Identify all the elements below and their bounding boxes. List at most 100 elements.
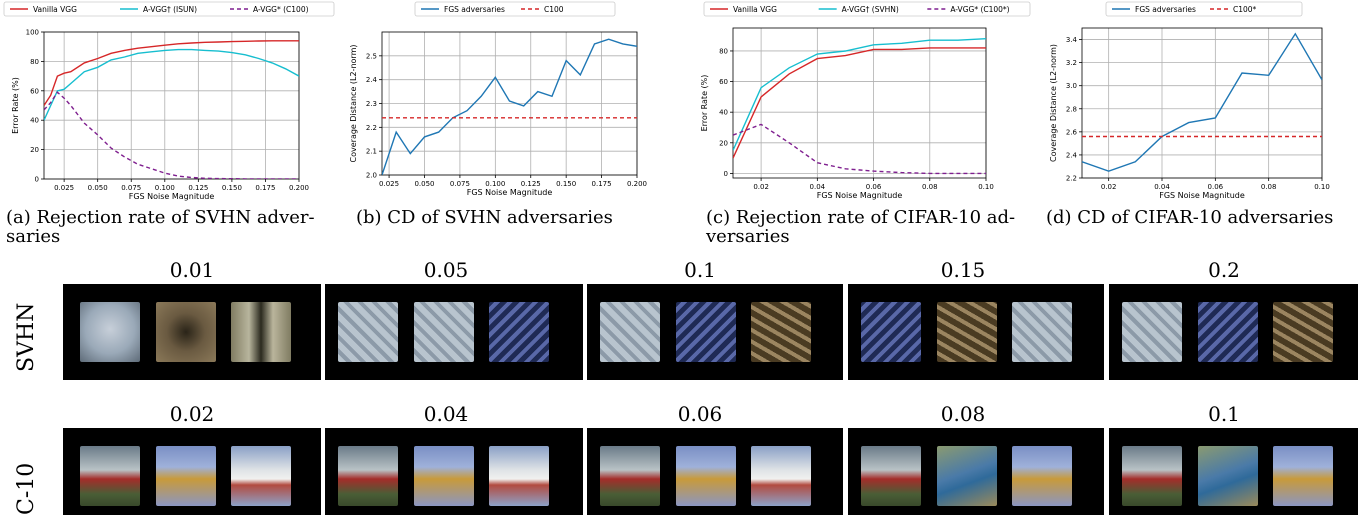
y-tick-label: 40 <box>719 109 728 117</box>
x-tick-label: 0.200 <box>627 180 647 188</box>
legend-label: A-VGG† (SVHN) <box>842 5 899 14</box>
caption-a: (a) Rejection rate of SVHN adver- saries <box>6 208 315 246</box>
x-tick-label: 0.175 <box>592 180 612 188</box>
series-line <box>733 47 986 159</box>
image-panel-svhn <box>325 284 583 380</box>
y-tick-label: 100 <box>26 29 39 37</box>
x-tick-label: 0.025 <box>379 180 399 188</box>
x-tick-label: 0.075 <box>121 184 141 192</box>
sample-image <box>751 446 811 506</box>
series-line <box>1082 32 1322 172</box>
sample-image <box>676 446 736 506</box>
y-tick-label: 80 <box>30 58 39 66</box>
series-line <box>44 48 299 121</box>
y-tick-label: 60 <box>719 78 728 86</box>
y-tick-label: 3.0 <box>1066 82 1077 90</box>
x-axis-label: FGS Noise Magnitude <box>129 192 215 201</box>
chart-c: 0.02 0.04 0.06 0.08 0.10 0 20 40 60 80 FGS Noise M… <box>700 0 1031 200</box>
y-tick-label: 60 <box>30 87 39 95</box>
x-tick-label: 0.08 <box>1261 183 1277 191</box>
x-tick-label: 0.02 <box>1101 183 1117 191</box>
x-tick-label: 0.175 <box>255 184 275 192</box>
y-axis-label: Coverage Distance (L2-norm) <box>1049 44 1058 162</box>
x-tick-label: 0.150 <box>222 184 242 192</box>
noise-label-svhn: 0.2 <box>1208 258 1240 282</box>
legend-label: C100* <box>1233 5 1257 14</box>
x-tick-label: 0.025 <box>54 184 74 192</box>
noise-label-cifar: 0.04 <box>423 402 469 426</box>
y-tick-label: 2.4 <box>1066 151 1078 159</box>
x-tick-label: 0.100 <box>155 184 175 192</box>
sample-image <box>338 446 398 506</box>
sample-image <box>1122 446 1182 506</box>
sample-image <box>751 302 811 362</box>
legend-label: FGS adversaries <box>444 5 505 14</box>
image-panel-svhn <box>848 284 1104 380</box>
legend-box <box>414 1 616 17</box>
sample-image <box>937 302 997 362</box>
x-tick-label: 0.06 <box>1208 183 1224 191</box>
y-tick-label: 3.2 <box>1066 59 1077 67</box>
sample-image <box>231 446 291 506</box>
series-line <box>44 91 299 179</box>
series-line <box>733 38 986 151</box>
sample-image <box>1198 446 1258 506</box>
x-tick-label: 0.125 <box>521 180 541 188</box>
y-tick-label: 2.0 <box>366 172 377 180</box>
caption-b: (b) CD of SVHN adversaries <box>356 208 613 227</box>
row-label-svhn: SVHN <box>14 302 39 372</box>
legend-label: Vanilla VGG <box>733 5 777 14</box>
sample-image <box>80 302 140 362</box>
legend-label: A-VGG† (ISUN) <box>143 5 197 14</box>
noise-label-svhn: 0.01 <box>169 258 215 282</box>
caption-line: (b) CD of SVHN adversaries <box>356 207 613 228</box>
sample-image <box>414 446 474 506</box>
sample-image <box>156 302 216 362</box>
sample-image <box>489 302 549 362</box>
y-tick-label: 2.6 <box>1066 128 1078 136</box>
sample-image <box>1273 446 1333 506</box>
y-tick-label: 2.5 <box>366 52 377 60</box>
caption-c: (c) Rejection rate of CIFAR-10 ad- versa… <box>706 208 1015 246</box>
y-tick-label: 20 <box>719 139 728 147</box>
plot-frame <box>732 27 987 179</box>
y-tick-label: 20 <box>30 146 39 154</box>
x-tick-label: 0.10 <box>1314 183 1330 191</box>
y-tick-label: 0 <box>35 176 39 184</box>
sample-image <box>600 446 660 506</box>
y-tick-label: 2.8 <box>1066 105 1077 113</box>
y-tick-label: 40 <box>30 117 39 125</box>
y-tick-label: 2.4 <box>366 76 378 84</box>
x-axis-label: FGS Noise Magnitude <box>817 191 903 200</box>
sample-image <box>600 302 660 362</box>
chart-a: 0.025 0.050 0.075 0.100 0.125 0.150 0.175 0.200… <box>0 0 335 201</box>
series-line <box>44 40 299 106</box>
x-tick-label: 0.050 <box>414 180 434 188</box>
caption-line: saries <box>6 226 61 247</box>
legend-label: Vanilla VGG <box>33 5 77 14</box>
legend-label: A-VGG* (C100) <box>253 5 309 14</box>
legend-label: FGS adversaries <box>1135 5 1196 14</box>
y-tick-label: 3.4 <box>1066 36 1078 44</box>
caption-line: versaries <box>706 226 790 247</box>
image-panel-cifar <box>63 428 321 515</box>
sample-image <box>861 302 921 362</box>
y-tick-label: 2.2 <box>366 124 377 132</box>
image-panel-cifar <box>587 428 843 515</box>
caption-line: (d) CD of CIFAR-10 adversaries <box>1046 207 1334 228</box>
image-panel-svhn <box>1109 284 1358 380</box>
x-tick-label: 0.04 <box>1154 183 1170 191</box>
x-tick-label: 0.02 <box>753 183 769 191</box>
x-axis-label: FGS Noise Magnitude <box>1159 191 1245 200</box>
x-tick-label: 0.06 <box>866 183 882 191</box>
caption-line: (a) Rejection rate of SVHN adver- <box>6 207 315 228</box>
legend-box <box>703 1 1031 17</box>
noise-label-cifar: 0.1 <box>1208 402 1240 426</box>
plot-frame <box>1081 27 1323 179</box>
series-line <box>733 123 986 175</box>
plot-frame <box>43 31 300 180</box>
legend-box <box>1105 1 1303 17</box>
legend-box <box>3 1 335 17</box>
image-panel-cifar <box>848 428 1104 515</box>
sample-image <box>1122 302 1182 362</box>
